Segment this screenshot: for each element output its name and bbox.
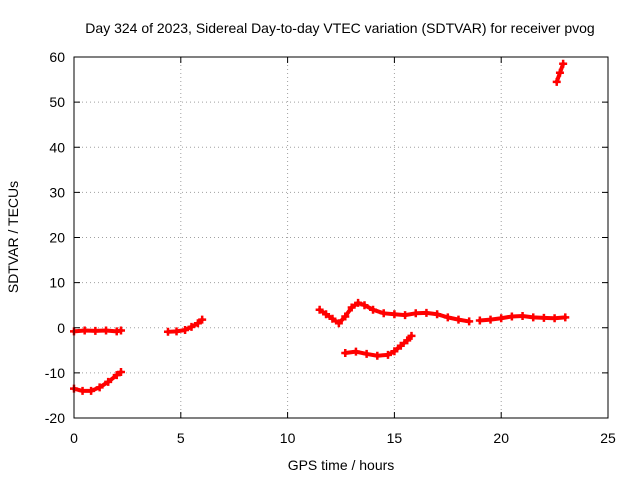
data-point xyxy=(550,314,559,323)
data-point xyxy=(112,371,121,380)
data-point xyxy=(369,305,378,314)
x-axis-label: GPS time / hours xyxy=(288,457,395,473)
data-point xyxy=(497,314,506,323)
y-axis-label: SDTVAR / TECUs xyxy=(5,181,21,293)
data-point xyxy=(78,386,87,395)
data-point xyxy=(187,322,196,331)
data-point xyxy=(411,309,420,318)
data-point xyxy=(561,313,570,322)
data-point xyxy=(360,301,369,310)
x-tick-label: 10 xyxy=(280,430,296,446)
data-point xyxy=(354,298,363,307)
chart-title: Day 324 of 2023, Sidereal Day-to-day VTE… xyxy=(85,20,594,36)
data-point xyxy=(181,326,190,335)
data-point xyxy=(433,310,442,319)
x-tick-label: 0 xyxy=(70,430,78,446)
data-point xyxy=(328,314,337,323)
data-point xyxy=(539,313,548,322)
data-point xyxy=(443,313,452,322)
data-point xyxy=(403,336,412,345)
data-point xyxy=(104,377,113,386)
data-point xyxy=(379,309,388,318)
y-tick-label: 20 xyxy=(49,230,65,246)
data-point xyxy=(347,303,356,312)
data-point xyxy=(198,315,207,324)
data-point xyxy=(507,312,516,321)
data-point xyxy=(80,326,89,335)
y-tick-label: 60 xyxy=(49,49,65,65)
data-point xyxy=(334,319,343,328)
y-tick-label: 50 xyxy=(49,94,65,110)
data-point xyxy=(172,327,181,336)
series-arc-5 xyxy=(341,331,416,360)
data-point xyxy=(95,383,104,392)
data-point xyxy=(407,331,416,340)
y-tick-label: 30 xyxy=(49,184,65,200)
data-point xyxy=(454,315,463,324)
x-tick-label: 20 xyxy=(493,430,509,446)
y-tick-label: -20 xyxy=(45,410,65,426)
data-point xyxy=(383,350,392,359)
y-tick-label: -10 xyxy=(45,365,65,381)
data-point xyxy=(552,77,561,86)
data-point xyxy=(351,347,360,356)
data-point xyxy=(362,349,371,358)
data-point xyxy=(315,305,324,314)
series-arc-6 xyxy=(475,312,570,325)
data-point xyxy=(116,367,125,376)
axis-ticks: 0 5 10 15 20 25 -20 -10 0 10 20 30 40 50 60 xyxy=(45,49,616,446)
x-tick-label: 5 xyxy=(177,430,185,446)
data-point xyxy=(116,326,125,335)
data-point xyxy=(555,68,564,77)
plot-area xyxy=(70,59,570,395)
series-arc-7 xyxy=(552,59,568,86)
data-point xyxy=(529,313,538,322)
x-tick-label: 25 xyxy=(600,430,616,446)
data-point xyxy=(87,386,96,395)
data-point xyxy=(91,326,100,335)
data-point xyxy=(396,341,405,350)
data-point xyxy=(193,319,202,328)
series-arc-3 xyxy=(163,315,207,336)
data-point xyxy=(390,347,399,356)
data-point xyxy=(401,311,410,320)
y-tick-label: 10 xyxy=(49,275,65,291)
data-point xyxy=(518,312,527,321)
data-point xyxy=(341,312,350,321)
data-point xyxy=(559,59,568,68)
data-point xyxy=(341,349,350,358)
data-point xyxy=(422,308,431,317)
y-tick-label: 40 xyxy=(49,139,65,155)
grid xyxy=(74,57,608,418)
series-arc-4 xyxy=(315,298,474,328)
y-tick-label: 0 xyxy=(57,320,65,336)
data-point xyxy=(322,310,331,319)
data-point xyxy=(163,327,172,336)
data-point xyxy=(373,351,382,360)
x-tick-label: 15 xyxy=(387,430,403,446)
data-point xyxy=(486,315,495,324)
data-point xyxy=(102,326,111,335)
data-point xyxy=(390,310,399,319)
data-point xyxy=(475,316,484,325)
data-point xyxy=(465,317,474,326)
